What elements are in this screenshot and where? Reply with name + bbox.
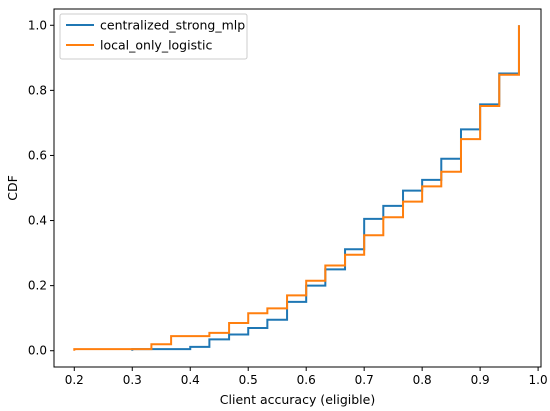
y-axis: 0.0 0.2 0.4 0.6 0.8 1.0 xyxy=(28,18,54,358)
x-axis: 0.2 0.3 0.4 0.5 0.6 0.7 0.8 0.9 1.0 xyxy=(65,367,548,387)
series-line-local_only_logistic xyxy=(73,25,520,351)
y-tick-label: 0.4 xyxy=(28,214,47,228)
series-line-centralized_strong_mlp xyxy=(131,25,520,351)
x-tick-label: 0.5 xyxy=(239,373,258,387)
y-tick-label: 0.8 xyxy=(28,83,47,97)
y-tick-label: 0.2 xyxy=(28,279,47,293)
x-tick-label: 0.2 xyxy=(65,373,84,387)
x-tick-label: 1.0 xyxy=(529,373,548,387)
x-axis-label: Client accuracy (eligible) xyxy=(220,392,375,407)
x-tick-label: 0.4 xyxy=(181,373,200,387)
y-tick-label: 1.0 xyxy=(28,18,47,32)
legend-box xyxy=(59,13,248,60)
y-axis-label: CDF xyxy=(5,175,20,201)
y-tick-label: 0.0 xyxy=(28,344,47,358)
x-tick-label: 0.6 xyxy=(297,373,316,387)
x-tick-label: 0.3 xyxy=(123,373,142,387)
plot-frame xyxy=(53,8,542,368)
legend-label-local_only_logistic: local_only_logistic xyxy=(100,38,212,53)
series-layer xyxy=(73,25,520,351)
x-tick-label: 0.8 xyxy=(413,373,432,387)
y-tick-label: 0.6 xyxy=(28,148,47,162)
x-tick-label: 0.9 xyxy=(471,373,490,387)
legend: centralized_strong_mlp local_only_logist… xyxy=(59,13,248,60)
x-tick-label: 0.7 xyxy=(355,373,374,387)
legend-label-centralized_strong_mlp: centralized_strong_mlp xyxy=(100,18,245,33)
